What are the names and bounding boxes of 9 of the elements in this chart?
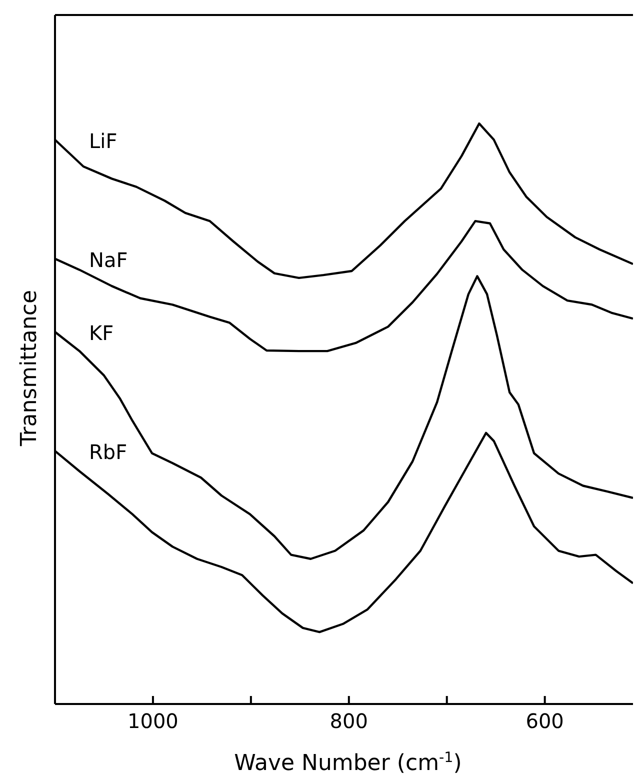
series-label: RbF	[89, 440, 128, 464]
x-tick-label: 1000	[128, 709, 178, 734]
series-label: NaF	[89, 248, 128, 272]
x-tick-label: 800	[330, 709, 368, 734]
y-axis-title: Transmittance	[17, 290, 42, 447]
x-axis-title: Wave Number (cm$^{-1}$)	[234, 750, 462, 776]
series-label: LiF	[89, 128, 118, 153]
x-tick-label: 600	[526, 709, 564, 734]
series-label: KF	[89, 320, 114, 345]
